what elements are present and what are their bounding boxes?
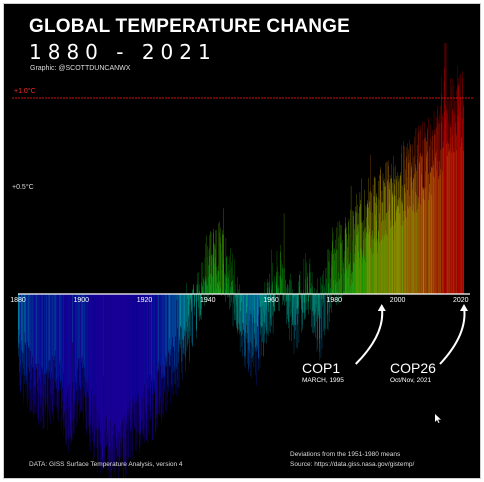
x-tick-label: 1900 xyxy=(74,297,90,304)
y-label-plus-05: +0.5°C xyxy=(12,184,34,191)
x-tick-label: 2020 xyxy=(453,297,469,304)
cop26-arrow-icon xyxy=(439,306,466,365)
cop1-annotation: COP1 MARCH, 1995 xyxy=(302,360,344,384)
source-url: Source: https://data.giss.nasa.gov/giste… xyxy=(290,461,415,468)
x-tick-label: 1940 xyxy=(200,297,216,304)
data-source-note: DATA: GISS Surface Temperature Analysis,… xyxy=(29,461,183,468)
baseline-note: Deviations from the 1951-1980 means xyxy=(290,451,401,458)
temperature-stripes-chart: 1880 1900 1920 1940 1960 1980 2000 2020 xyxy=(10,43,474,478)
x-tick-label: 2000 xyxy=(390,297,406,304)
chart-frame: 1880 1900 1920 1940 1960 1980 2000 2020 GLOBAL … xyxy=(3,3,481,479)
y-label-plus-1: +1.0°C xyxy=(14,88,36,95)
mouse-cursor-icon xyxy=(435,414,441,423)
cop1-arrow-icon xyxy=(355,306,384,365)
cop26-arrow-icon-head xyxy=(460,304,468,311)
cop1-date: MARCH, 1995 xyxy=(302,377,344,384)
chart-years: 1880 - 2021 xyxy=(29,40,217,64)
cop1-label: COP1 xyxy=(302,360,341,376)
cop26-annotation: COP26 Oct/Nov, 2021 xyxy=(390,360,436,384)
x-tick-label: 1920 xyxy=(137,297,153,304)
cop26-date: Oct/Nov, 2021 xyxy=(390,377,432,384)
x-tick-label: 1980 xyxy=(327,297,343,304)
cop26-label: COP26 xyxy=(390,360,436,376)
graphic-credit: Graphic: @SCOTTDUNCANWX xyxy=(30,65,131,72)
bars-group xyxy=(18,43,464,478)
x-tick-label: 1960 xyxy=(263,297,279,304)
x-tick-label: 1880 xyxy=(10,297,26,304)
cop1-arrow-icon-head xyxy=(377,304,386,311)
chart-title: GLOBAL TEMPERATURE CHANGE xyxy=(29,16,350,37)
